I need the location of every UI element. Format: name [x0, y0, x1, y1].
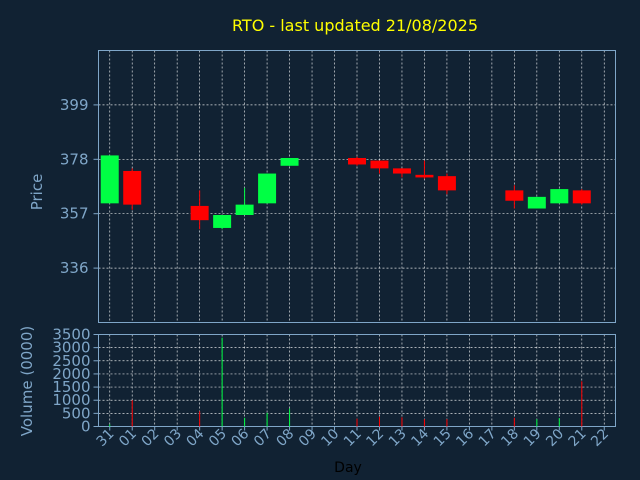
candle-body: [235, 204, 254, 215]
x-tick-label: 12: [363, 426, 387, 450]
x-tick-label: 06: [229, 426, 253, 450]
price-y-ticks: 336 357 378 399: [60, 96, 99, 277]
candle-body: [348, 158, 366, 165]
x-tick-label: 14: [408, 426, 432, 450]
volume-tick-label: 1500: [52, 378, 90, 396]
candle: [527, 196, 546, 209]
x-tick-label: 01: [116, 426, 140, 450]
price-panel: 336 357 378 399 Price: [28, 50, 616, 323]
candle: [392, 168, 411, 178]
price-tick-label: 378: [60, 150, 89, 168]
candle-body: [258, 173, 277, 204]
volume-tick-label: 0: [81, 418, 91, 436]
price-axis-label: Price: [28, 174, 46, 211]
chart-title: RTO - last updated 21/08/2025: [232, 16, 478, 35]
x-tick-label: 17: [476, 426, 500, 450]
x-tick-label: 08: [273, 426, 297, 450]
candle-body: [123, 170, 142, 205]
candle-body: [505, 190, 524, 201]
candle-body: [370, 160, 389, 169]
candle-body: [415, 174, 434, 178]
price-gridlines: [98, 50, 616, 323]
x-tick-label: 13: [386, 426, 410, 450]
candle: [572, 189, 591, 205]
candle: [213, 214, 232, 230]
candle: [123, 168, 142, 210]
x-tick-label: 20: [543, 426, 567, 450]
volume-axis-label: Volume (0000): [18, 326, 36, 436]
x-tick-label: 22: [588, 426, 612, 450]
candle: [505, 185, 524, 209]
x-tick-label: 07: [251, 426, 275, 450]
candle: [370, 160, 389, 174]
candle: [550, 189, 569, 204]
candle: [190, 190, 209, 230]
price-tick-label: 399: [60, 96, 89, 114]
x-tick-label: 21: [566, 426, 590, 450]
x-tick-label: 31: [94, 426, 118, 450]
candle: [100, 155, 119, 204]
candle: [415, 160, 434, 179]
x-tick-label: 18: [498, 426, 522, 450]
volume-tick-label: 1000: [52, 391, 90, 409]
price-tick-label: 336: [60, 259, 89, 277]
x-tick-label: 02: [139, 426, 163, 450]
candle-body: [280, 158, 299, 166]
candle-body: [100, 155, 119, 204]
volume-bars: [109, 337, 583, 427]
x-tick-label: 04: [184, 426, 208, 450]
volume-tick-label: 3000: [52, 339, 90, 357]
candle-body: [527, 196, 546, 209]
x-tick-label: 16: [453, 426, 477, 450]
candle-body: [213, 214, 232, 228]
x-tick-label: 05: [206, 426, 230, 450]
x-ticks: 3101020304050607080910111213141516171819…: [94, 426, 612, 450]
candle: [348, 156, 366, 166]
candle: [437, 173, 456, 195]
x-tick-label: 19: [521, 426, 545, 450]
x-tick-label: 03: [161, 426, 185, 450]
volume-tick-label: 2500: [52, 352, 90, 370]
price-tick-label: 357: [60, 205, 89, 223]
x-tick-label: 15: [431, 426, 455, 450]
candles: [100, 155, 591, 230]
price-plot-frame: [98, 50, 616, 323]
candle: [258, 173, 277, 204]
volume-gridlines: [98, 334, 616, 427]
candle-body: [550, 189, 569, 204]
candle-body: [572, 190, 591, 204]
volume-tick-label: 500: [62, 404, 91, 422]
x-tick-label: 11: [341, 426, 365, 450]
volume-tick-label: 3500: [52, 326, 90, 344]
candle: [235, 187, 254, 215]
candle-body: [190, 205, 209, 221]
x-tick-label: 09: [296, 426, 320, 450]
candle: [280, 158, 299, 166]
volume-tick-label: 2000: [52, 365, 90, 383]
x-axis-label: Day: [334, 460, 362, 476]
candle-body: [392, 168, 411, 174]
x-tick-label: 10: [318, 426, 342, 450]
candle-body: [437, 176, 456, 191]
